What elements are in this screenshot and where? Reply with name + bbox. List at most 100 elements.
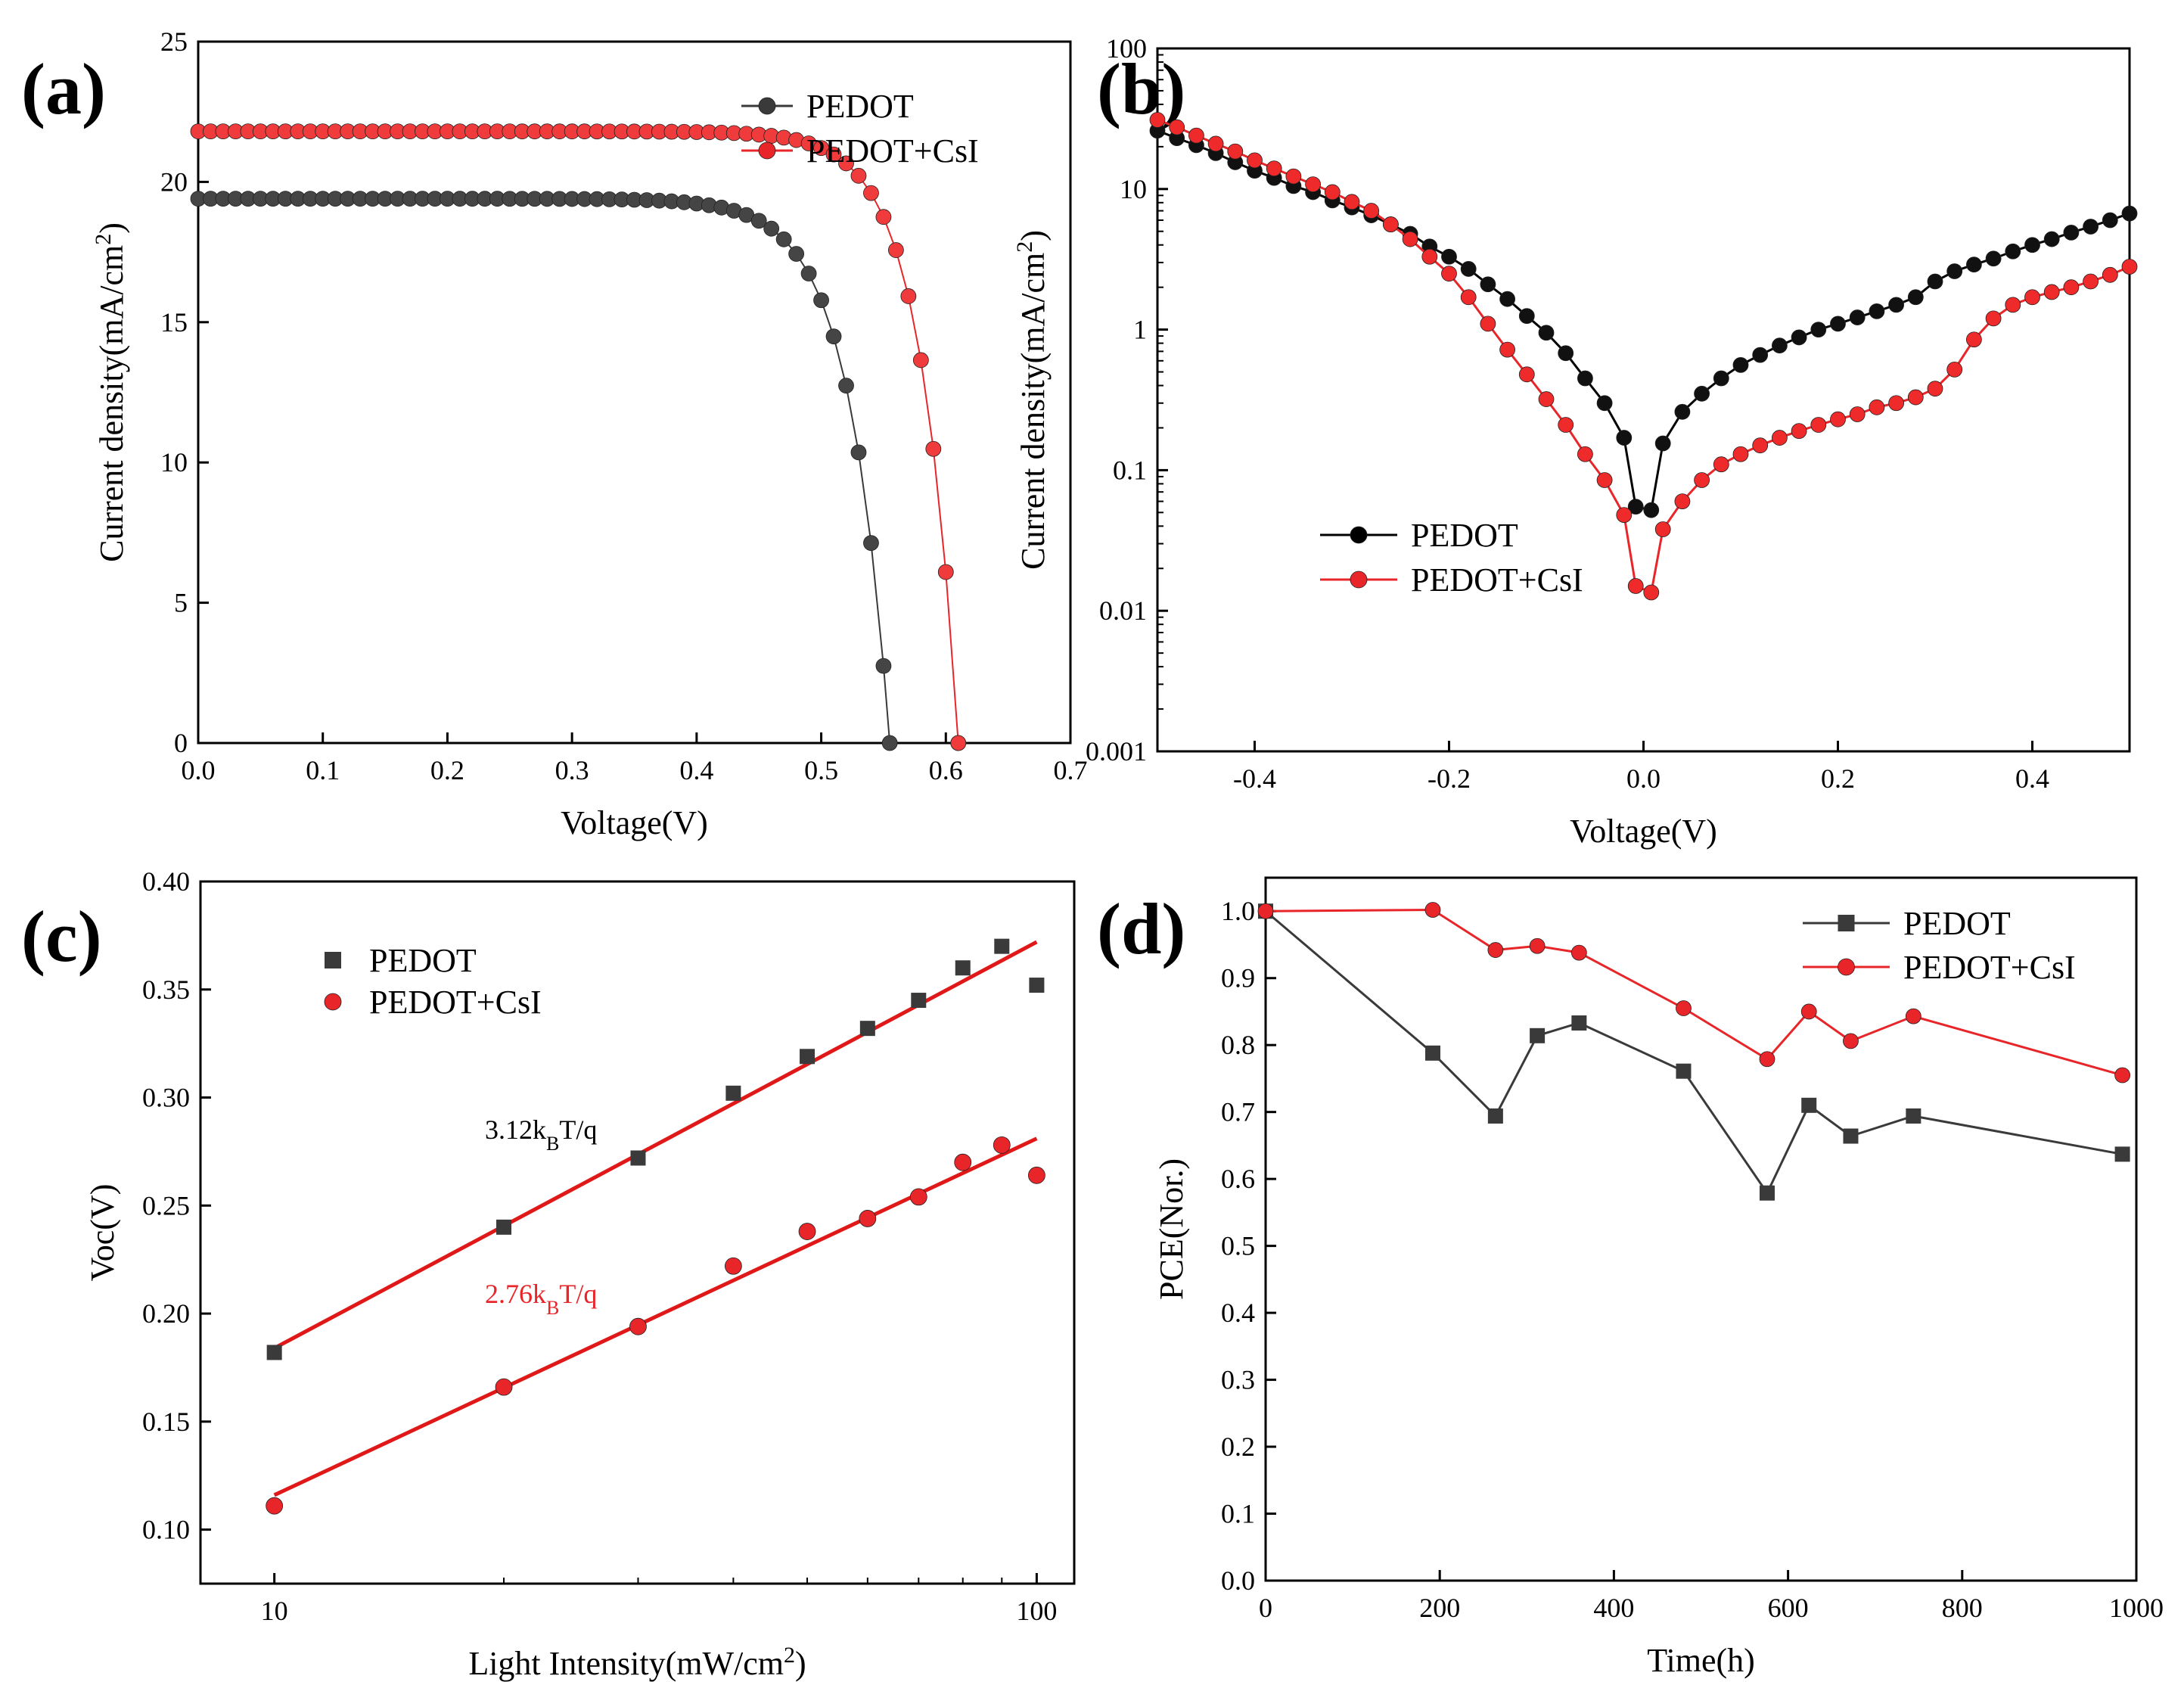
data-point (1800, 1003, 1817, 1020)
panel-letter: (d) (1097, 888, 1185, 969)
x-tick-label: 800 (1942, 1593, 1983, 1623)
data-point (1227, 143, 1244, 160)
x-tick-label: 1000 (2109, 1593, 2164, 1623)
y-tick-label: 0.7 (1221, 1097, 1255, 1127)
data-point (1674, 493, 1691, 510)
data-point (1480, 316, 1496, 332)
data-point (2083, 273, 2099, 290)
panel-c: (c) 10 100 0.10 0.15 0.20 0.25 0.30 0.35 0.40 Ligh… (21, 866, 1076, 1682)
data-point (911, 993, 927, 1009)
y-tick-label: 0.15 (142, 1407, 190, 1437)
data-point (1927, 273, 1943, 290)
x-tick-label: 100 (1016, 1596, 1057, 1626)
x-tick-label: 0.4 (2015, 763, 2049, 794)
y-axis-label-end: ) (93, 222, 130, 234)
data-point (2063, 279, 2080, 296)
data-point (1487, 1108, 1503, 1124)
data-point (950, 735, 967, 751)
data-point (863, 535, 879, 552)
data-point (813, 140, 829, 156)
data-point (1674, 403, 1691, 420)
x-tick-label: 0.5 (804, 755, 838, 785)
data-point (2005, 243, 2021, 260)
y-axis-label-text: PCE(Nor.) (1153, 1158, 1190, 1300)
legend-entry: PEDOT+CsI (1803, 949, 2076, 986)
data-point (1676, 1000, 1692, 1016)
data-point (1530, 1028, 1546, 1043)
data-point (1529, 937, 1546, 954)
slope-annotation-tail: T/q (559, 1115, 597, 1145)
data-point (2063, 224, 2080, 241)
x-tick-label: 0.3 (555, 755, 589, 785)
y-tick-label: 1 (1133, 315, 1147, 345)
data-point (1843, 1033, 1859, 1049)
y-tick-label: 0.40 (142, 866, 190, 897)
y-tick-label: 0.5 (1221, 1231, 1255, 1261)
data-point (1791, 423, 1807, 440)
data-point (1571, 1015, 1587, 1031)
data-point (881, 735, 898, 751)
data-point (1869, 303, 1885, 319)
data-point (2005, 297, 2021, 313)
series-line (1157, 119, 2130, 595)
series-pedot-csi (1257, 902, 2130, 1084)
x-axis-label-end: ) (795, 1645, 806, 1682)
y-tick-label: 0.35 (142, 975, 190, 1005)
legend-label: PEDOT+CsI (806, 132, 979, 169)
series-pedot (266, 938, 1045, 1360)
data-point (875, 209, 892, 225)
data-point (763, 220, 780, 237)
data-point (1810, 417, 1827, 433)
x-axis-label-text: Voltage(V) (561, 804, 708, 841)
y-tick-label: 0.2 (1221, 1432, 1255, 1462)
x-tick-label: -0.4 (1233, 763, 1276, 794)
legend-marker (1350, 526, 1368, 544)
y-axis-label: Voc(V) (84, 1184, 121, 1282)
legend-label: PEDOT (1903, 905, 2011, 942)
slope-annotation-tail: T/q (559, 1279, 597, 1309)
data-point (1694, 472, 1710, 488)
data-point (629, 1317, 647, 1335)
data-point (1266, 160, 1282, 177)
y-tick-label: 0.4 (1221, 1298, 1255, 1328)
data-point (1732, 356, 1749, 373)
legend-entry: PEDOT (741, 88, 914, 125)
x-tick-label: 0.6 (929, 755, 963, 785)
data-point (1627, 499, 1644, 515)
y-tick-label: 0.01 (1099, 595, 1147, 626)
data-point (1843, 1128, 1859, 1144)
data-point (1383, 216, 1399, 232)
data-point (1487, 942, 1504, 958)
slope-annotation-sub: B (546, 1296, 559, 1318)
data-point (1627, 578, 1644, 594)
data-point (1538, 325, 1555, 341)
data-point (825, 146, 842, 163)
data-point (1538, 391, 1555, 407)
data-point (788, 246, 805, 262)
x-axis-label: Time(h) (1647, 1642, 1755, 1679)
fit-line (273, 1136, 1038, 1497)
data-point (1905, 1008, 1921, 1024)
y-tick-label: 0.20 (142, 1298, 190, 1329)
data-point (724, 1257, 742, 1275)
legend-entry: PEDOT+CsI (741, 132, 979, 169)
data-point (1830, 411, 1846, 427)
data-point (750, 213, 767, 229)
data-point (1791, 329, 1807, 346)
x-axis-label-text: Voltage(V) (1570, 813, 1717, 850)
y-axis-label-text: Current density(mA/cm (1014, 253, 1052, 570)
data-point (1965, 331, 1982, 348)
data-point (1257, 903, 1274, 919)
data-point (838, 378, 854, 394)
data-point (266, 1497, 284, 1515)
data-point (1907, 289, 1924, 306)
data-point (1169, 119, 1185, 135)
legend-marker (1838, 915, 1855, 931)
panel-letter: (c) (21, 896, 102, 977)
data-point (1518, 308, 1535, 324)
x-tick-label: 0.7 (1054, 755, 1088, 785)
y-axis-label-text: Current density(mA/cm (93, 245, 130, 562)
data-point (1965, 256, 1982, 273)
data-point (1732, 446, 1749, 462)
